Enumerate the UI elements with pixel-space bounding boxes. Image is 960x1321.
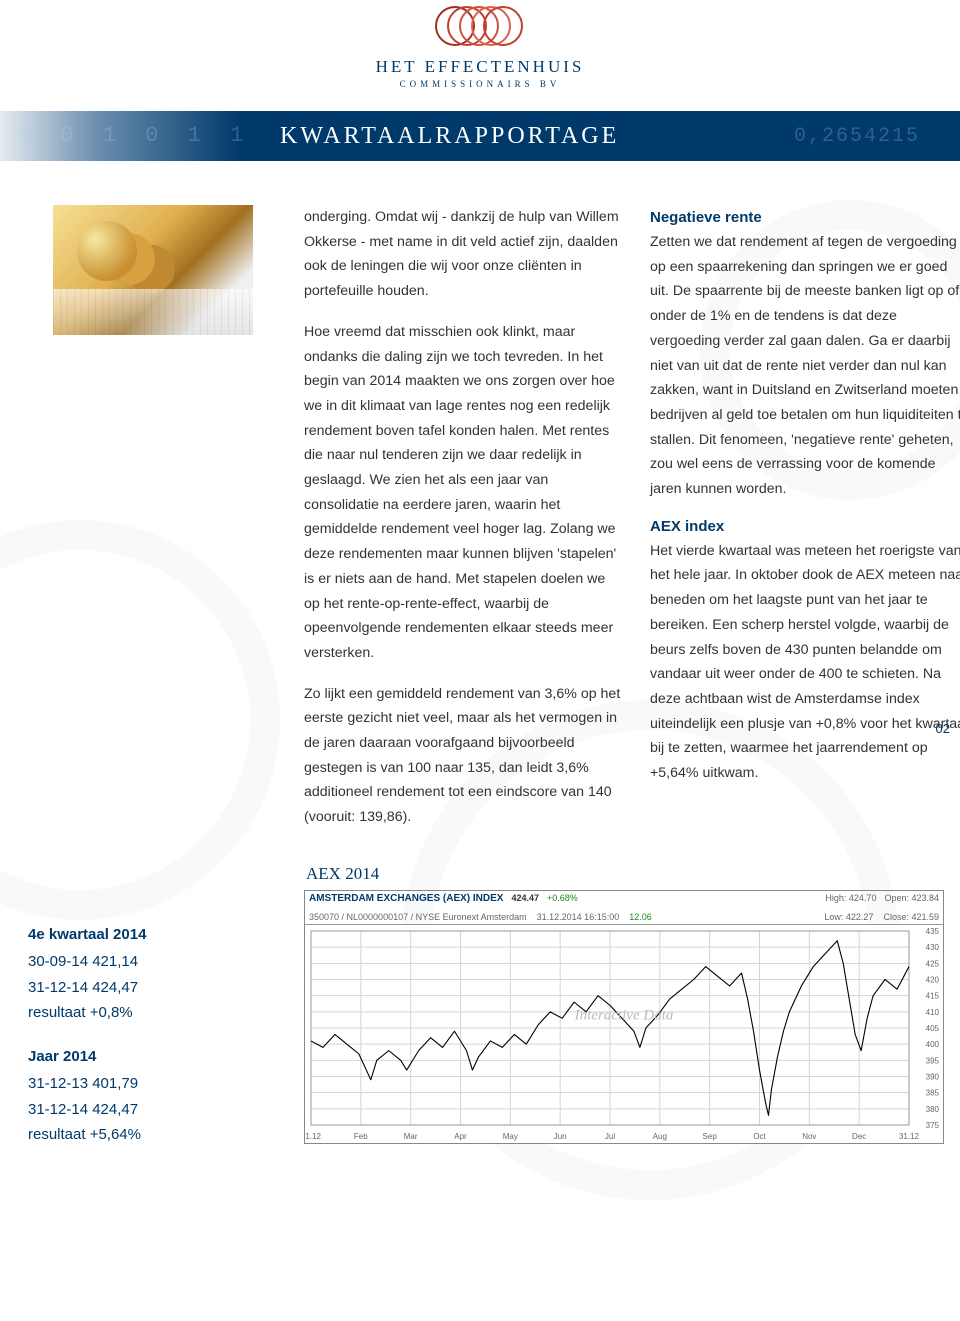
coins-image	[53, 205, 253, 335]
paragraph: Zo lijkt een gemiddeld rendement van 3,6…	[304, 682, 624, 830]
chart-plot-area: 375 380 385 390 395 400 405 410 415 420 425 430 435 3…	[305, 925, 943, 1143]
svg-text:Dec: Dec	[852, 1132, 866, 1141]
brand-logo-icon	[435, 6, 525, 48]
svg-text:Nov: Nov	[802, 1132, 816, 1141]
stats-line: 31-12-13 401,79	[28, 1071, 278, 1097]
chart-date: 31.12.2014 16:15:00	[537, 912, 620, 922]
svg-text:May: May	[503, 1132, 518, 1141]
banner-digits-right: 0,2654215	[794, 125, 920, 148]
svg-text:380: 380	[926, 1105, 940, 1114]
svg-text:Aug: Aug	[653, 1132, 667, 1141]
svg-text:Apr: Apr	[454, 1132, 467, 1141]
chart-change-pct: +0.68%	[547, 893, 578, 903]
svg-text:430: 430	[926, 943, 940, 952]
stats-line: resultaat +0,8%	[28, 1000, 278, 1026]
chart-low: Low: 422.27	[824, 912, 873, 922]
stats-year-title: Jaar 2014	[28, 1044, 278, 1070]
chart-close: Close: 421.59	[883, 912, 939, 922]
brand-subtitle: COMMISSIONAIRS BV	[0, 79, 960, 89]
chart-vol: 12.06	[629, 912, 652, 922]
chart-section: AEX 2014 AMSTERDAM EXCHANGES (AEX) INDEX…	[304, 864, 944, 1148]
svg-text:415: 415	[926, 992, 940, 1001]
svg-text:385: 385	[926, 1089, 940, 1098]
svg-text:Mar: Mar	[404, 1132, 418, 1141]
svg-text:435: 435	[926, 927, 940, 936]
svg-text:Feb: Feb	[354, 1132, 368, 1141]
svg-text:Jul: Jul	[605, 1132, 615, 1141]
stats-line: 31-12-14 424,47	[28, 1097, 278, 1123]
svg-text:425: 425	[926, 959, 940, 968]
svg-text:420: 420	[926, 975, 940, 984]
aex-chart: AMSTERDAM EXCHANGES (AEX) INDEX 424.47 +…	[304, 890, 944, 1144]
svg-text:31.12: 31.12	[899, 1132, 920, 1141]
banner-title: KWARTAALRAPPORTAGE	[280, 123, 619, 150]
chart-header: AMSTERDAM EXCHANGES (AEX) INDEX 424.47 +…	[305, 891, 943, 925]
chart-section-title: AEX 2014	[306, 864, 944, 884]
banner-bar: 1 0 1 0 1 1 KWARTAALRAPPORTAGE 0,2654215	[0, 111, 960, 161]
page-number: 02	[936, 721, 950, 736]
svg-text:Sep: Sep	[703, 1132, 718, 1141]
svg-text:Oct: Oct	[753, 1132, 766, 1141]
paragraph: Hoe vreemd dat misschien ook klinkt, maa…	[304, 320, 624, 666]
stats-line: 31-12-14 424,47	[28, 975, 278, 1001]
svg-text:410: 410	[926, 1008, 940, 1017]
article-column-2: Negatieve rente Zetten we dat rendement …	[650, 205, 960, 846]
chart-svg: 375 380 385 390 395 400 405 410 415 420 425 430 435 3…	[305, 925, 943, 1143]
stats-sidebar: 4e kwartaal 2014 30-09-14 421,14 31-12-1…	[28, 904, 278, 1148]
paragraph: onderging. Omdat wij - dankzij de hulp v…	[304, 205, 624, 304]
chart-sub-id: 350070 / NL0000000107 / NYSE Euronext Am…	[309, 912, 527, 922]
brand-name: HET EFFECTENHUIS	[0, 57, 960, 77]
section-heading: AEX index	[650, 518, 960, 535]
chart-index-name: AMSTERDAM EXCHANGES (AEX) INDEX	[309, 893, 503, 904]
chart-high: High: 424.70	[825, 893, 876, 903]
stats-quarter-title: 4e kwartaal 2014	[28, 922, 278, 948]
article-column-1: onderging. Omdat wij - dankzij de hulp v…	[304, 205, 624, 846]
section-heading: Negatieve rente	[650, 209, 960, 226]
svg-text:Jun: Jun	[554, 1132, 567, 1141]
svg-text:395: 395	[926, 1056, 940, 1065]
stats-line: resultaat +5,64%	[28, 1122, 278, 1148]
paragraph: Het vierde kwartaal was meteen het roeri…	[650, 539, 960, 786]
svg-text:31.12: 31.12	[305, 1132, 322, 1141]
banner-digits-left: 1 0 1 0 1 1	[18, 123, 251, 148]
svg-text:375: 375	[926, 1121, 940, 1130]
chart-last-value: 424.47	[511, 893, 539, 903]
svg-text:400: 400	[926, 1040, 940, 1049]
paragraph: Zetten we dat rendement af tegen de verg…	[650, 230, 960, 502]
chart-open: Open: 423.84	[884, 893, 939, 903]
stats-line: 30-09-14 421,14	[28, 949, 278, 975]
svg-text:390: 390	[926, 1072, 940, 1081]
brand-logo-block: HET EFFECTENHUIS COMMISSIONAIRS BV	[0, 0, 960, 89]
svg-text:405: 405	[926, 1024, 940, 1033]
